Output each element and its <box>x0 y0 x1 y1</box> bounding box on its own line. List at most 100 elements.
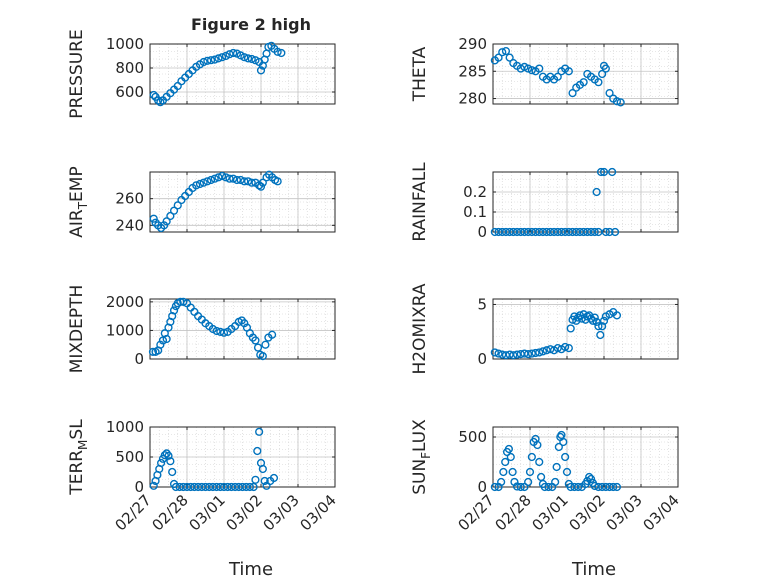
y-axis-label: RAINFALL <box>410 162 430 242</box>
data-point <box>162 334 171 344</box>
data-point <box>508 467 517 477</box>
data-point <box>195 179 205 189</box>
axes-box <box>149 171 336 233</box>
data-point <box>199 178 208 187</box>
data-point <box>273 47 282 56</box>
data-point <box>269 473 279 483</box>
data-point <box>564 343 573 353</box>
data-point <box>527 349 536 358</box>
data-point <box>546 345 555 354</box>
data-point <box>157 458 166 468</box>
data-point <box>599 167 609 177</box>
y-axis-label: TERRMSL <box>67 419 90 496</box>
data-point <box>169 306 179 315</box>
data-point <box>501 46 511 56</box>
data-point <box>601 64 610 73</box>
data-point <box>261 340 270 349</box>
data-point <box>229 48 238 58</box>
y-label-rest: EMP <box>67 166 87 202</box>
data-point <box>561 452 570 462</box>
y-axis-label: THETA <box>410 46 430 102</box>
xlabel-left: Time <box>228 559 273 580</box>
y-tick-label: 285 <box>458 62 487 80</box>
data-point <box>538 347 548 356</box>
data-point <box>268 330 277 339</box>
data-point <box>273 177 282 186</box>
data-point <box>253 446 262 456</box>
data-point <box>243 177 253 186</box>
data-point <box>585 472 594 482</box>
data-point <box>592 187 601 197</box>
data-point <box>218 53 227 62</box>
data-point <box>590 313 599 322</box>
y-label-subscript: T <box>76 201 90 210</box>
data-point <box>158 336 168 345</box>
data-point <box>509 351 518 360</box>
data-point <box>240 53 249 62</box>
y-tick-label: 280 <box>458 90 487 108</box>
y-tick-label: 0 <box>477 350 487 368</box>
data-point <box>210 55 219 64</box>
data-point <box>206 56 216 65</box>
data-point <box>218 171 227 181</box>
data-point <box>553 343 562 353</box>
data-point <box>533 440 542 450</box>
y-label-subscript: F <box>419 452 433 459</box>
data-point <box>162 217 171 226</box>
y-tick-label: 2000 <box>106 293 144 311</box>
data-point <box>616 98 625 107</box>
subplot-3: 240 260 AIRTEMP <box>67 166 336 238</box>
y-tick-label: 1000 <box>106 35 144 53</box>
data-point <box>240 177 249 186</box>
data-point <box>612 482 622 492</box>
data-point <box>527 66 536 75</box>
data-point <box>551 477 560 487</box>
y-tick-label: 500 <box>115 448 144 466</box>
data-point <box>592 317 601 327</box>
data-point <box>497 477 506 487</box>
data-point <box>160 451 169 460</box>
data-point <box>612 97 622 106</box>
data-point <box>609 482 618 492</box>
data-point <box>251 475 260 484</box>
y-tick-label: 0 <box>477 223 487 241</box>
data-point <box>504 444 514 454</box>
y-tick-label: 0 <box>134 350 144 368</box>
data-point <box>524 349 533 359</box>
y-axis-label: SUNFLUX <box>410 419 433 495</box>
data-point <box>243 54 253 63</box>
data-point <box>225 174 234 183</box>
data-point <box>554 442 563 452</box>
figure-title: Figure 2 high <box>191 15 311 34</box>
data-point <box>166 211 175 221</box>
data-point <box>232 175 242 185</box>
y-label-subscript: M <box>76 440 90 450</box>
y-axis-label: AIRTEMP <box>67 166 90 237</box>
y-tick-label: 600 <box>115 83 144 101</box>
axes-box <box>492 171 679 233</box>
data-point <box>506 452 515 462</box>
data-point <box>210 174 219 183</box>
data-point <box>605 88 614 98</box>
data-point <box>599 316 609 325</box>
data-point <box>535 348 544 357</box>
y-tick-label: 0.1 <box>463 203 487 221</box>
subplot-1: 600 800 1000 PRESSURE <box>67 29 336 119</box>
data-point <box>253 343 263 352</box>
data-point <box>501 457 510 467</box>
data-point <box>149 90 158 100</box>
data-point <box>570 312 579 321</box>
y-label-rest: LUX <box>410 419 430 452</box>
data-point <box>579 78 588 87</box>
data-point <box>206 175 216 185</box>
y-axis-label: PRESSURE <box>67 29 87 118</box>
y-tick-label: 0.2 <box>463 183 487 201</box>
data-point <box>573 482 583 492</box>
data-point <box>590 481 599 491</box>
data-point <box>154 96 163 105</box>
data-point <box>179 297 188 306</box>
data-point <box>490 348 499 357</box>
y-label-rest: SL <box>67 419 87 440</box>
data-point <box>258 352 267 361</box>
